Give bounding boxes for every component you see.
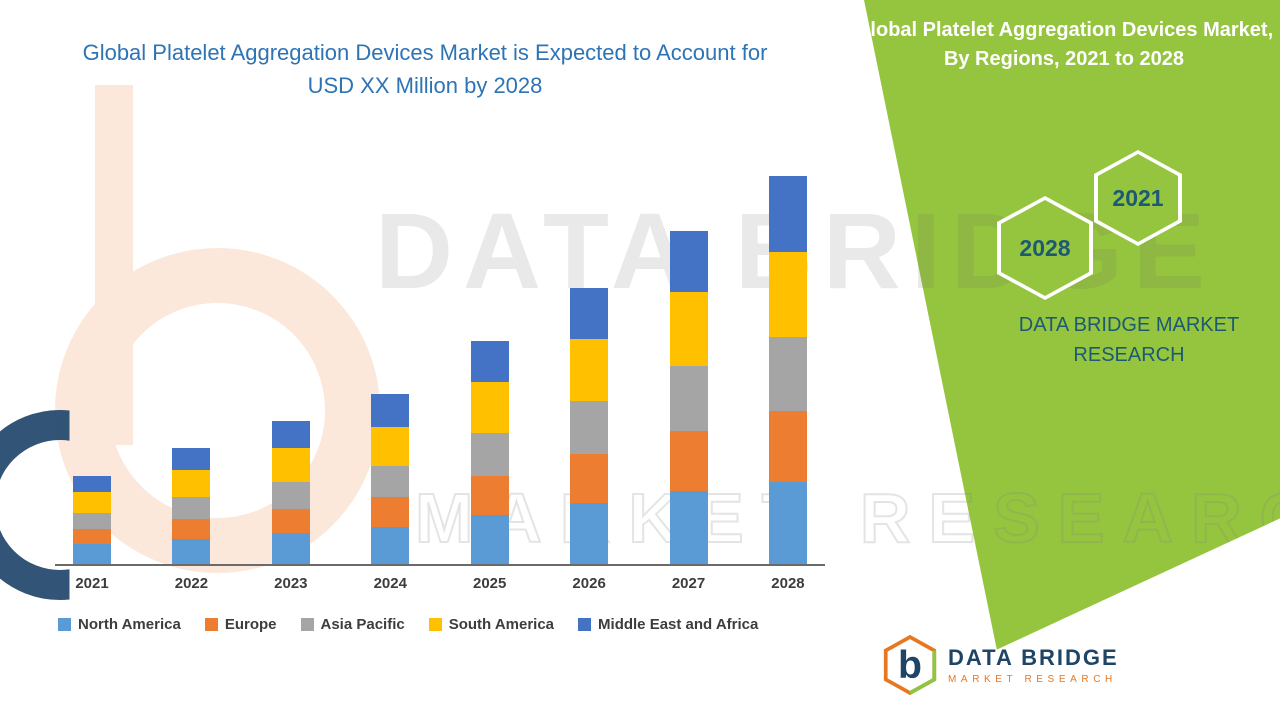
databridge-logo-name: DATA BRIDGE bbox=[948, 645, 1119, 670]
databridge-logo-text: DATA BRIDGE MARKET RESEARCH bbox=[948, 645, 1119, 685]
bar-segment bbox=[768, 336, 807, 412]
bar-segment bbox=[172, 448, 211, 470]
panel-title: Global Platelet Aggregation Devices Mark… bbox=[854, 19, 1274, 70]
bar-segment bbox=[73, 513, 111, 529]
bar-segment bbox=[669, 430, 708, 492]
bar-segment bbox=[73, 491, 111, 514]
x-axis-label: 2024 bbox=[373, 575, 407, 592]
bar-segment bbox=[470, 475, 509, 515]
legend-swatch bbox=[300, 618, 314, 631]
legend-item: South America bbox=[428, 616, 555, 633]
bar-segment bbox=[470, 432, 509, 476]
bar-segment bbox=[371, 393, 410, 427]
bar-segment bbox=[271, 448, 310, 482]
bar-segment bbox=[570, 287, 609, 339]
bar-segment bbox=[172, 497, 211, 519]
bar-segment bbox=[172, 538, 211, 564]
svg-text:b: b bbox=[898, 644, 922, 687]
bar-2022 bbox=[172, 448, 211, 564]
bar-segment bbox=[371, 466, 410, 498]
panel-brand-text: DATA BRIDGE MARKET RESEARCH bbox=[1018, 314, 1240, 366]
bar-segment bbox=[669, 230, 708, 292]
databridge-logo-tagline: MARKET RESEARCH bbox=[948, 674, 1117, 685]
legend-label: Asia Pacific bbox=[320, 616, 405, 633]
chart-legend: North America Europe Asia Pacific South Ame… bbox=[58, 616, 758, 633]
badge-year-2028-label: 2028 bbox=[1019, 234, 1071, 261]
legend-swatch bbox=[204, 618, 218, 631]
bar-segment bbox=[172, 518, 211, 539]
bar-segment bbox=[73, 475, 111, 492]
bar-segment bbox=[271, 509, 310, 533]
bar-segment bbox=[271, 420, 310, 449]
bar-segment bbox=[470, 381, 509, 433]
bar-segment bbox=[271, 532, 310, 564]
bar-segment bbox=[669, 491, 708, 564]
bar-segment bbox=[768, 411, 807, 482]
bar-2021 bbox=[73, 475, 111, 564]
bar-segment bbox=[669, 366, 708, 431]
legend-label: North America bbox=[78, 616, 181, 633]
bar-segment bbox=[570, 401, 609, 455]
bar-segment bbox=[371, 526, 410, 564]
x-axis-label: 2021 bbox=[75, 575, 109, 592]
bar-segment bbox=[570, 503, 609, 564]
bar-segment bbox=[172, 469, 211, 498]
legend-item: Middle East and Africa bbox=[578, 616, 758, 633]
legend-swatch bbox=[58, 618, 71, 631]
bar-segment bbox=[470, 515, 509, 564]
bar-segment bbox=[768, 175, 807, 253]
bar-segment bbox=[73, 544, 111, 564]
bar-segment bbox=[768, 252, 807, 337]
legend-label: South America bbox=[448, 616, 555, 633]
bar-segment bbox=[271, 481, 310, 510]
chart-title-line1: Global Platelet Aggregation Devices Mark… bbox=[82, 40, 768, 65]
databridge-logo: b DATA BRIDGE MARKET RESEARCH bbox=[882, 634, 1119, 696]
badge-year-2028-face: 2028 bbox=[1001, 200, 1089, 296]
x-axis-label: 2028 bbox=[771, 575, 805, 592]
x-axis-labels: 2021 2022 2023 2024 2025 2026 2027 2028 bbox=[55, 575, 825, 592]
databridge-logo-icon: b bbox=[883, 634, 937, 696]
badge-year-2021-face: 2021 bbox=[1098, 154, 1178, 242]
legend-item: Asia Pacific bbox=[300, 616, 405, 633]
bar-segment bbox=[73, 528, 111, 545]
bar-segment bbox=[570, 454, 609, 504]
x-axis-label: 2022 bbox=[174, 575, 209, 592]
bar-2027 bbox=[669, 230, 708, 564]
badge-year-2021-label: 2021 bbox=[1112, 184, 1164, 211]
bar-2023 bbox=[271, 420, 310, 564]
bar-segment bbox=[768, 481, 807, 564]
bar-segment bbox=[371, 497, 410, 527]
x-axis-label: 2025 bbox=[473, 575, 507, 592]
bar-2028 bbox=[768, 175, 807, 564]
legend-item: North America bbox=[58, 616, 181, 633]
legend-label: Europe bbox=[224, 616, 277, 633]
legend-swatch bbox=[578, 618, 592, 631]
x-axis-label: 2027 bbox=[671, 575, 706, 592]
chart-title-line2: USD XX Million by 2028 bbox=[307, 73, 543, 98]
stacked-bar-chart: 2021 2022 2023 2024 2025 2026 2027 2028 bbox=[55, 172, 825, 592]
bar-plot-area bbox=[55, 172, 825, 564]
bar-2024 bbox=[371, 393, 410, 564]
bar-2026 bbox=[570, 287, 609, 564]
bar-2025 bbox=[470, 340, 509, 564]
bar-segment bbox=[570, 338, 609, 402]
chart-title: Global Platelet Aggregation Devices Mark… bbox=[25, 36, 825, 102]
bar-segment bbox=[470, 340, 509, 382]
x-axis-label: 2026 bbox=[572, 575, 606, 592]
x-axis-line bbox=[55, 564, 825, 566]
legend-label: Middle East and Africa bbox=[598, 616, 759, 633]
bar-segment bbox=[371, 426, 410, 467]
x-axis-label: 2023 bbox=[274, 575, 308, 592]
bar-segment bbox=[669, 291, 708, 367]
legend-item: Europe bbox=[204, 616, 277, 633]
legend-swatch bbox=[428, 618, 442, 631]
